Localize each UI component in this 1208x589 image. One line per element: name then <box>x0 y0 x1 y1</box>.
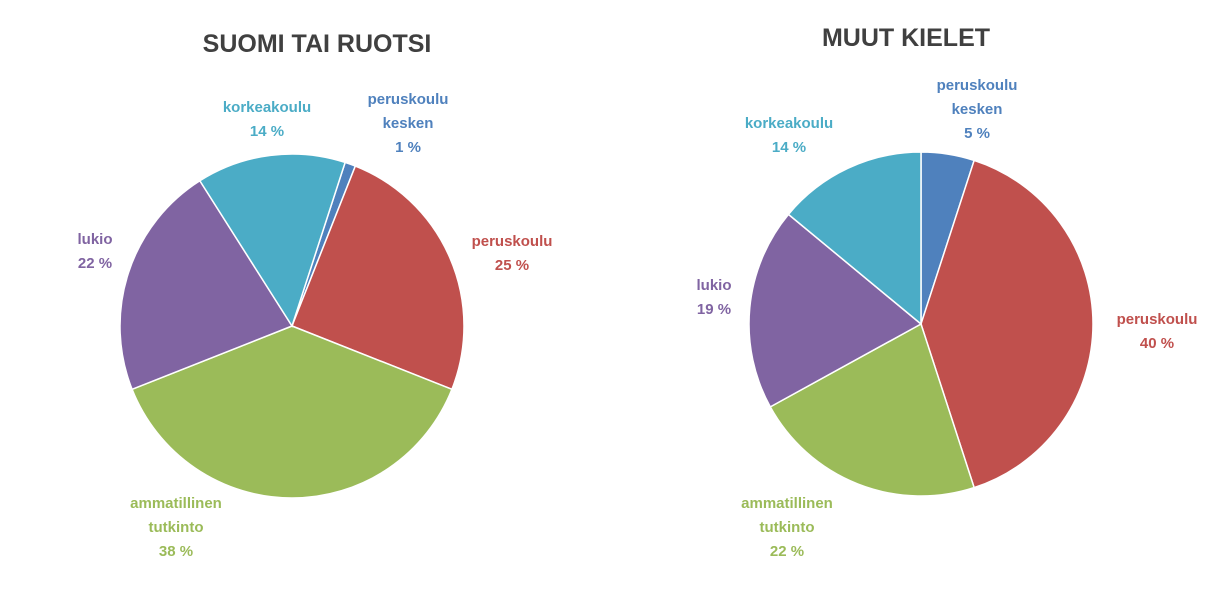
pie-slice <box>769 322 976 497</box>
slice-label: peruskoulu kesken <box>367 91 449 132</box>
slice-value: 22 % <box>769 543 805 560</box>
slice-value: 14 % <box>249 123 285 140</box>
slice-label: peruskoulu kesken <box>936 77 1018 118</box>
pie-slice <box>131 325 453 499</box>
slice-value: 38 % <box>158 543 194 560</box>
pie-slice <box>920 159 1094 489</box>
pie-slice <box>198 153 347 328</box>
slice-value: 25 % <box>494 257 530 274</box>
slice-value: 1 % <box>395 139 421 156</box>
pie-slice <box>119 179 294 391</box>
pie-slice <box>291 165 465 391</box>
pie-slice <box>787 151 922 326</box>
chart-title: SUOMI TAI RUOTSI <box>202 30 432 58</box>
slice-value: 19 % <box>696 301 732 318</box>
slice-label: lukio <box>77 231 113 248</box>
slice-label: peruskoulu <box>471 233 553 250</box>
slice-value: 5 % <box>964 125 990 142</box>
slice-label: lukio <box>696 277 732 294</box>
slice-label: ammatillinen tutkinto <box>130 495 222 536</box>
slice-value: 22 % <box>77 255 113 272</box>
slice-value: 14 % <box>771 139 807 156</box>
slice-label: korkeakoulu <box>222 99 312 116</box>
slice-label: korkeakoulu <box>744 115 834 132</box>
slice-label: ammatillinen tutkinto <box>741 495 833 536</box>
slice-label: peruskoulu <box>1116 311 1198 328</box>
pie-slice <box>748 213 923 408</box>
slice-value: 40 % <box>1139 335 1175 352</box>
chart-title: MUUT KIELET <box>821 24 991 52</box>
